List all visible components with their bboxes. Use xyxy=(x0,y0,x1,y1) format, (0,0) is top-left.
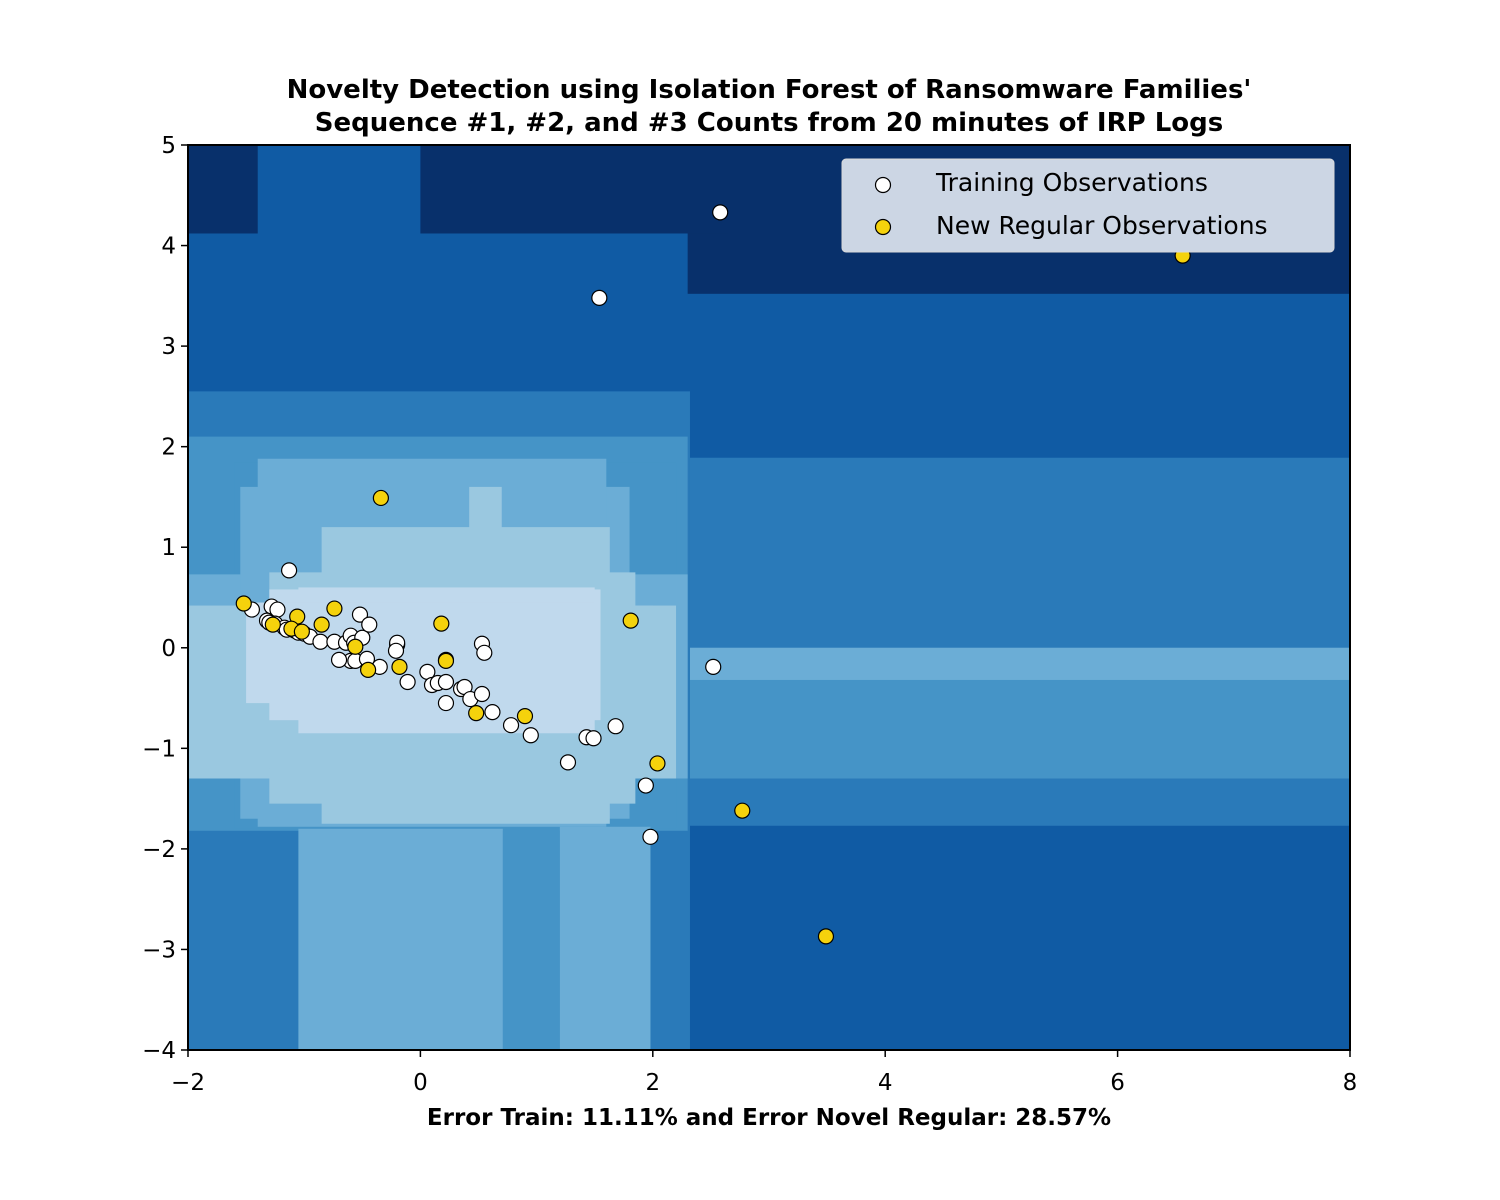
legend-label-new-regular: New Regular Observations xyxy=(936,211,1268,240)
scatter-points xyxy=(235,204,1191,945)
contour-region xyxy=(298,828,503,1050)
training-point xyxy=(280,562,298,579)
chart-title-line-1: Novelty Detection using Isolation Forest… xyxy=(287,75,1252,105)
y-tick-label: −4 xyxy=(142,1038,176,1064)
training-point xyxy=(399,673,416,691)
x-tick-label: 2 xyxy=(645,1070,660,1096)
x-tick-label: 0 xyxy=(413,1070,428,1096)
x-axis: −2 0 2 4 6 8 xyxy=(171,1050,1357,1096)
new-regular-point xyxy=(264,616,281,633)
new-regular-point xyxy=(437,652,455,669)
training-point xyxy=(473,685,491,703)
x-tick-label: 6 xyxy=(1110,1070,1125,1096)
training-point xyxy=(312,633,329,650)
y-axis: −4 −3 −2 −1 0 1 2 3 4 5 xyxy=(142,133,188,1064)
training-point xyxy=(705,658,722,675)
contour-region xyxy=(188,145,258,234)
training-point xyxy=(437,694,455,712)
y-tick-label: 0 xyxy=(161,636,176,662)
new-regular-point xyxy=(649,755,666,772)
x-tick-label: 4 xyxy=(878,1070,893,1096)
training-point xyxy=(642,828,659,845)
x-axis-label: Error Train: 11.11% and Error Novel Regu… xyxy=(427,1105,1111,1131)
new-regular-point xyxy=(433,615,450,632)
legend: Training Observations New Regular Observ… xyxy=(841,158,1335,253)
training-point xyxy=(522,727,539,744)
training-point xyxy=(484,704,501,721)
training-point xyxy=(330,651,348,668)
new-regular-point xyxy=(817,928,835,945)
y-tick-label: −1 xyxy=(142,736,176,762)
training-point xyxy=(361,616,378,633)
training-point xyxy=(559,754,577,771)
training-point xyxy=(502,717,520,734)
legend-marker-training xyxy=(874,176,892,194)
new-regular-point xyxy=(734,802,751,819)
training-point xyxy=(637,777,654,794)
y-tick-label: −3 xyxy=(142,937,176,963)
x-tick-label: −2 xyxy=(171,1070,205,1096)
new-regular-point xyxy=(235,595,252,612)
plot-frame xyxy=(187,144,1351,1051)
contour-region xyxy=(420,145,729,234)
legend-marker-new-regular xyxy=(874,218,892,236)
training-point xyxy=(476,644,493,661)
training-point xyxy=(591,289,608,306)
decision-function-contour xyxy=(188,145,1350,1050)
contour-region xyxy=(559,826,651,1050)
new-regular-point xyxy=(391,658,408,675)
new-regular-point xyxy=(372,489,389,507)
contour-region xyxy=(502,828,560,1050)
training-point xyxy=(351,606,369,623)
y-tick-label: 4 xyxy=(161,234,176,260)
new-regular-point xyxy=(293,623,310,640)
new-regular-point xyxy=(622,612,639,629)
training-point xyxy=(712,204,729,221)
legend-box xyxy=(841,158,1335,253)
y-tick-label: 2 xyxy=(161,435,176,461)
new-regular-point xyxy=(360,661,377,679)
y-tick-label: 1 xyxy=(161,535,176,561)
y-tick-label: −2 xyxy=(142,837,176,863)
x-tick-label: 8 xyxy=(1343,1070,1358,1096)
new-regular-point xyxy=(468,705,485,722)
new-regular-point xyxy=(516,708,534,725)
new-regular-point xyxy=(313,616,330,633)
training-point xyxy=(585,730,602,747)
training-point xyxy=(607,718,624,735)
new-regular-point xyxy=(326,600,343,617)
contour-region xyxy=(689,647,1350,680)
y-tick-label: 3 xyxy=(161,334,176,360)
training-point xyxy=(437,673,455,691)
new-regular-point xyxy=(347,638,364,655)
training-point xyxy=(387,642,405,659)
y-tick-label: 5 xyxy=(161,133,176,159)
legend-label-training: Training Observations xyxy=(935,168,1208,197)
chart-title-line-2: Sequence #1, #2, and #3 Counts from 20 m… xyxy=(315,108,1223,138)
